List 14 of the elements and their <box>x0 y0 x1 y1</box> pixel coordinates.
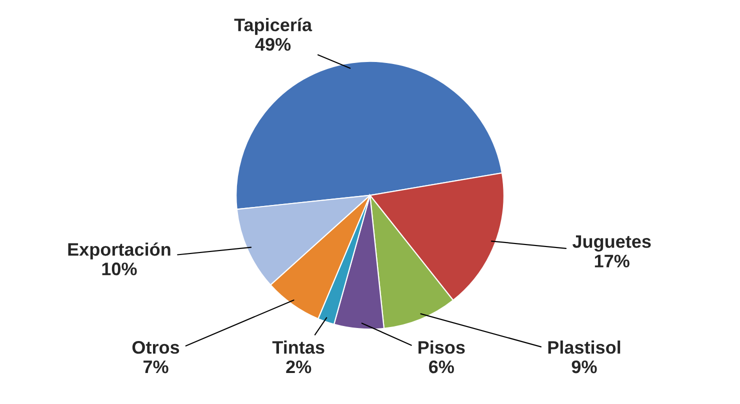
slice-label: Pisos <box>418 340 465 354</box>
slice-label: Tapicería <box>234 18 312 35</box>
data-label: 10% <box>102 262 137 276</box>
slice-label: Plastisol <box>548 340 620 354</box>
slice-label: Otros <box>132 341 180 354</box>
slice-label: Exportación <box>68 242 170 260</box>
data-label: 9% <box>572 360 597 374</box>
data-label: 7% <box>143 360 168 374</box>
data-label: 6% <box>429 360 454 374</box>
data-label: 49% <box>255 38 291 51</box>
data-label: 17% <box>594 254 630 268</box>
slice-label: Juguetes <box>572 235 651 252</box>
data-label: 2% <box>286 360 312 374</box>
slice-label: Tintas <box>272 340 324 354</box>
